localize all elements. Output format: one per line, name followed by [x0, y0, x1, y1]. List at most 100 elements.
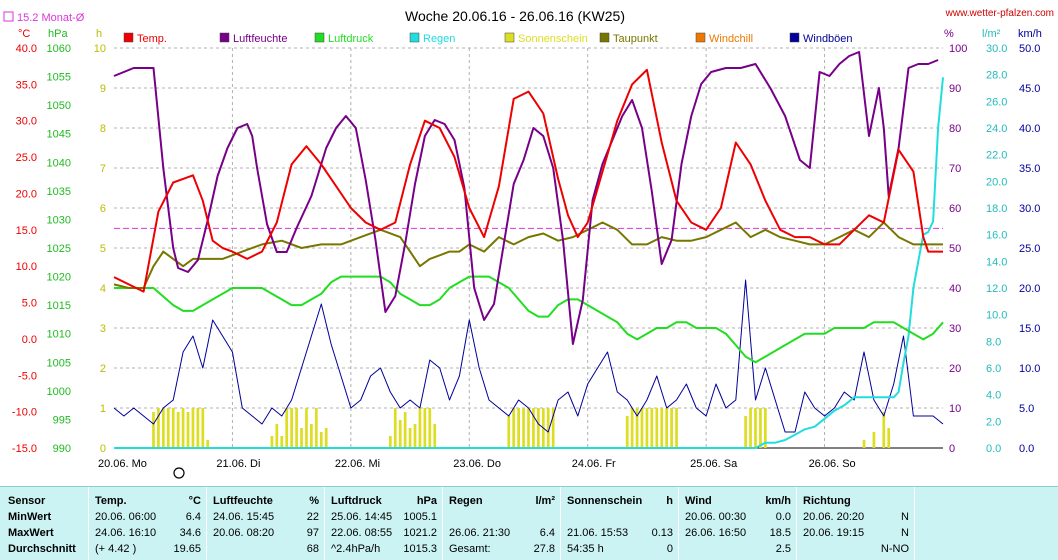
rain-tick-label: 30.0 [986, 43, 1007, 55]
pressure-tick-label: 1015 [47, 300, 71, 312]
sunshine-bar [645, 408, 649, 448]
wind-tick-label: 10.0 [1019, 363, 1040, 375]
wind-tick-label: 45.0 [1019, 83, 1040, 95]
sunshine-bar [176, 412, 180, 448]
sunshine-bar [433, 424, 437, 448]
x-tick-label: 26.06. So [809, 458, 856, 470]
stats-col-temp: Temp. °C 20.06. 06:00 6.4 24.06. 16:10 3… [88, 487, 207, 560]
legend-swatch [599, 32, 610, 43]
stats-header-humidity: Luftfeuchte [213, 495, 273, 507]
legend-label: Windchill [709, 33, 753, 45]
x-tick-label: 20.06. Mo [98, 458, 147, 470]
temp-tick-label: 40.0 [16, 43, 37, 55]
series-line-windböen [113, 279, 944, 433]
avg-marker-icon [3, 11, 14, 22]
rain-tick-label: 26.0 [986, 96, 1007, 108]
site-link[interactable]: www.wetter-pfalzen.com [945, 8, 1054, 19]
hum-avg-value: 68 [306, 543, 319, 555]
sun-tick-label: 10 [94, 43, 106, 55]
x-axis-labels: 20.06. Mo 21.06. Di 22.06. Mi 23.06. Do 24.0… [98, 458, 856, 470]
sunshine-bar [862, 440, 866, 448]
humidity-tick-label: 50 [949, 243, 961, 255]
series-line-taupunkt [113, 221, 943, 289]
sunshine-bar [280, 436, 284, 448]
temp-tick-label: 10.0 [16, 261, 37, 273]
sun-tick-label: 6 [100, 203, 106, 215]
sunshine-bar [275, 424, 279, 448]
press-min-time: 25.06. 14:45 [331, 511, 393, 523]
sunshine-bar [300, 428, 303, 448]
press-max-time: 22.06. 08:55 [331, 527, 393, 539]
sunshine-bar [290, 408, 293, 448]
legend-swatch [314, 32, 325, 43]
legend-swatch [695, 32, 706, 43]
x-tick-label: 24.06. Fr [572, 458, 616, 470]
rain-tick-label: 22.0 [986, 150, 1007, 162]
pressure-tick-label: 1055 [47, 72, 71, 84]
sun-tick-label: 2 [100, 363, 106, 375]
sunshine-bar [285, 408, 289, 448]
sunshine-bar [551, 408, 555, 448]
sun-total-note: 54:35 h [567, 543, 604, 555]
statistics-table: Sensor MinWert MaxWert Durchschnitt Temp… [0, 486, 1058, 560]
sunshine-bar [314, 408, 318, 448]
sunshine-bar [512, 408, 516, 448]
dir-min-time: 20.06. 20:20 [803, 511, 865, 523]
wind-tick-label: 50.0 [1019, 43, 1040, 55]
pressure-tick-label: 1035 [47, 186, 71, 198]
sun-tick-label: 8 [100, 123, 106, 135]
temp-avg-value: 19.65 [173, 543, 201, 555]
sun-tick-label: 7 [100, 163, 106, 175]
sunshine-bar [201, 408, 205, 448]
temp-min-time: 20.06. 06:00 [95, 511, 157, 523]
pressure-tick-label: 1050 [47, 100, 71, 112]
hum-max-time: 20.06. 08:20 [213, 527, 275, 539]
dir-avg-value: N-NO [880, 543, 909, 555]
temp-tick-label: 35.0 [16, 79, 37, 91]
wind-tick-label: 40.0 [1019, 123, 1040, 135]
sunshine-bar [403, 412, 407, 448]
sunshine-bar [882, 412, 886, 448]
temp-tick-label: 30.0 [16, 116, 37, 128]
sunshine-bars [152, 408, 891, 448]
current-time-marker [173, 467, 185, 479]
humidity-tick-label: 100 [949, 43, 967, 55]
humidity-tick-label: 30 [949, 323, 961, 335]
sunshine-bar [749, 408, 752, 448]
temp-tick-label: -5.0 [18, 370, 37, 382]
sunshine-bar [527, 408, 530, 448]
temp-tick-label: 5.0 [22, 298, 37, 310]
temp-max-time: 24.06. 16:10 [95, 527, 157, 539]
sunshine-bar [640, 408, 644, 448]
legend-label: Luftdruck [328, 33, 374, 45]
sunshine-bar [324, 428, 328, 448]
row-label-max: MaxWert [8, 527, 54, 539]
rain-tick-label: 24.0 [986, 123, 1007, 135]
stats-col-rain: Regen l/m² 26.06. 21:30 6.4 Gesamt: 27.8 [442, 487, 561, 560]
row-label-min: MinWert [8, 511, 52, 523]
sunshine-bar [393, 408, 397, 448]
series-line-temp [113, 68, 943, 293]
avg-marker-label: 15.2 Monat-Ø [17, 12, 85, 24]
pressure-tick-label: 1040 [47, 157, 71, 169]
series-line-luftdruck [114, 275, 944, 364]
stats-col-sensor: Sensor MinWert MaxWert Durchschnitt [0, 487, 88, 560]
pressure-tick-label: 1045 [47, 129, 71, 141]
stats-header-sun-unit: h [666, 495, 673, 507]
rain-tick-label: 12.0 [986, 283, 1007, 295]
hum-max-value: 97 [306, 527, 319, 539]
wind-max-value: 18.5 [769, 527, 791, 539]
temp-tick-label: -15.0 [12, 443, 37, 455]
temp-max-value: 34.6 [179, 527, 201, 539]
wind-tick-label: 25.0 [1019, 243, 1040, 255]
humidity-tick-label: 70 [949, 163, 961, 175]
sun-tick-label: 9 [100, 83, 106, 95]
legend-label: Temp. [137, 33, 167, 45]
humidity-tick-label: 10 [949, 403, 961, 415]
pressure-axis-unit: hPa [48, 28, 68, 40]
series-lines [113, 51, 944, 449]
pressure-tick-label: 1005 [47, 357, 71, 369]
temp-avg-note: (+ 4.42 ) [95, 543, 137, 555]
dir-min-value: N [901, 511, 909, 523]
legend-label: Regen [423, 33, 455, 45]
